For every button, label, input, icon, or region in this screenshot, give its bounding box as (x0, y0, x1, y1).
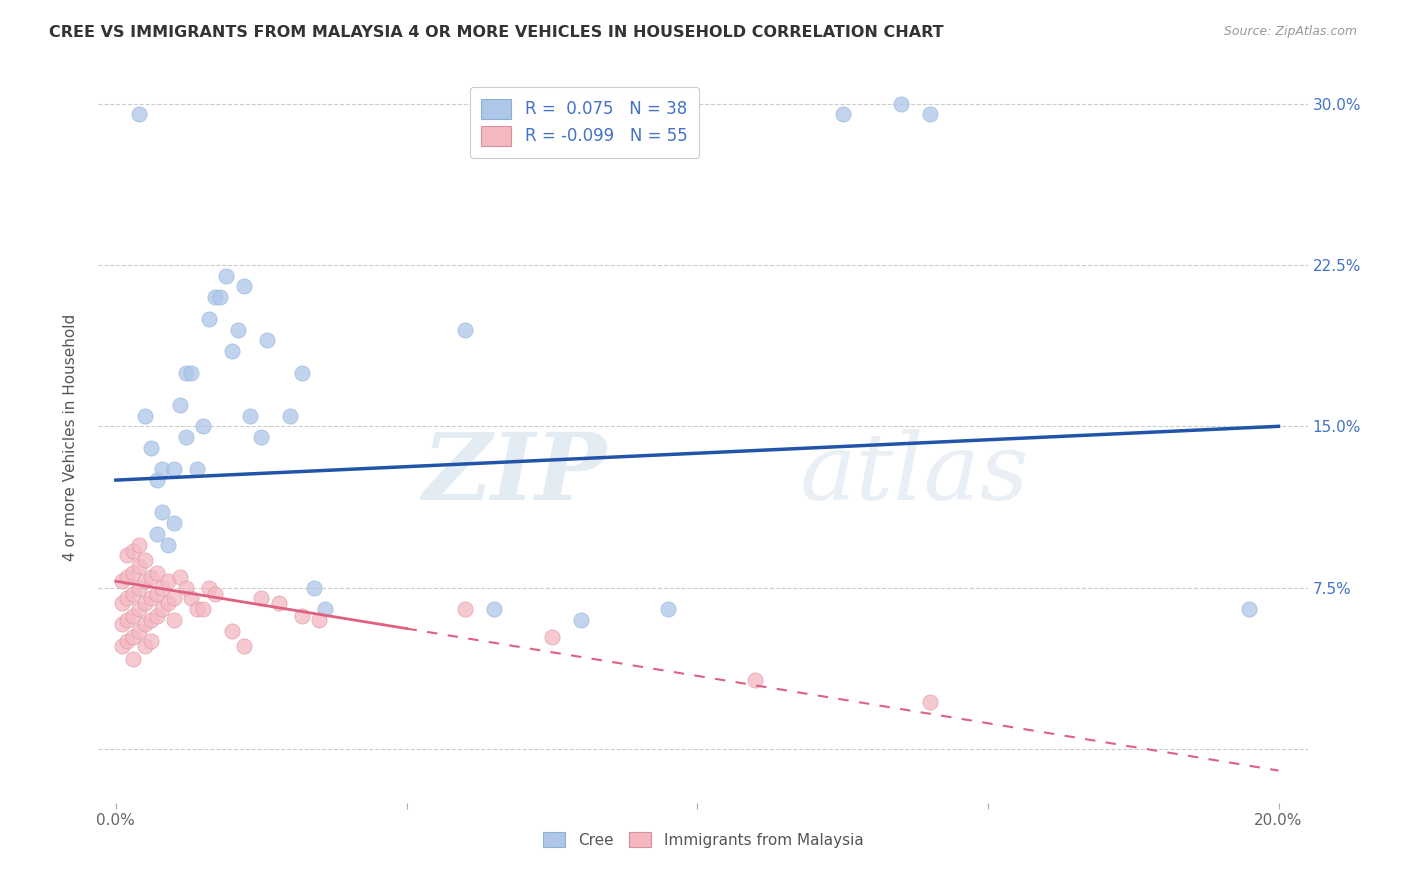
Point (117, 549, 139, 563)
Point (453, 322, 475, 336)
Point (453, 602, 475, 616)
Point (122, 608, 145, 623)
Point (128, 559, 150, 574)
Point (226, 322, 249, 336)
Point (215, 268, 238, 283)
Point (134, 617, 156, 632)
Point (204, 587, 226, 601)
Text: Source: ZipAtlas.com: Source: ZipAtlas.com (1223, 25, 1357, 38)
Point (139, 613, 162, 627)
Point (150, 462, 173, 476)
Point (191, 419, 214, 434)
Point (128, 538, 150, 552)
Point (117, 634, 139, 648)
Point (122, 630, 145, 644)
Point (278, 409, 301, 423)
Text: ZIP: ZIP (422, 429, 606, 518)
Point (204, 290, 226, 304)
Point (191, 602, 214, 616)
Point (122, 651, 145, 665)
Point (134, 639, 156, 653)
Point (169, 398, 191, 412)
Point (308, 613, 330, 627)
Point (1239, 602, 1261, 616)
Point (831, 107, 853, 121)
Point (163, 462, 186, 476)
Point (198, 581, 221, 595)
Point (256, 333, 278, 347)
Point (111, 617, 134, 632)
Point (569, 613, 592, 627)
Point (122, 544, 145, 558)
Point (174, 430, 197, 444)
Point (232, 639, 254, 653)
Point (117, 591, 139, 606)
Point (139, 634, 162, 648)
Point (150, 505, 173, 519)
Y-axis label: 4 or more Vehicles in Household: 4 or more Vehicles in Household (63, 313, 77, 561)
Point (291, 608, 314, 623)
Point (186, 602, 208, 616)
Point (111, 574, 134, 589)
Point (150, 602, 173, 616)
Point (145, 608, 167, 623)
Point (239, 409, 262, 423)
Point (250, 430, 273, 444)
Point (150, 581, 173, 595)
Point (180, 366, 202, 380)
Point (163, 613, 186, 627)
Point (111, 596, 134, 610)
Point (890, 96, 912, 111)
Point (111, 639, 134, 653)
Point (657, 602, 679, 616)
Point (157, 538, 180, 552)
Point (145, 527, 167, 541)
Point (180, 591, 202, 606)
Point (174, 366, 197, 380)
Point (174, 581, 197, 595)
Point (122, 587, 145, 601)
Point (134, 596, 156, 610)
Point (145, 566, 167, 580)
Point (314, 602, 336, 616)
Point (134, 574, 156, 589)
Point (134, 409, 156, 423)
Point (145, 473, 167, 487)
Point (145, 587, 167, 601)
Point (918, 695, 941, 709)
Point (169, 570, 191, 584)
Point (139, 570, 162, 584)
Point (540, 630, 562, 644)
Legend: Cree, Immigrants from Malaysia: Cree, Immigrants from Malaysia (537, 825, 869, 854)
Point (918, 107, 941, 121)
Point (250, 591, 273, 606)
Point (122, 566, 145, 580)
Point (209, 290, 232, 304)
Point (221, 624, 243, 638)
Point (221, 344, 243, 359)
Point (302, 581, 325, 595)
Point (139, 441, 162, 455)
Point (117, 570, 139, 584)
Point (139, 591, 162, 606)
Text: atlas: atlas (800, 429, 1029, 518)
Point (163, 516, 186, 530)
Point (267, 596, 290, 610)
Point (128, 624, 150, 638)
Point (482, 602, 505, 616)
Text: CREE VS IMMIGRANTS FROM MALAYSIA 4 OR MORE VEHICLES IN HOUSEHOLD CORRELATION CHA: CREE VS IMMIGRANTS FROM MALAYSIA 4 OR MO… (49, 25, 943, 40)
Point (232, 279, 254, 293)
Point (117, 613, 139, 627)
Point (163, 591, 186, 606)
Point (157, 574, 180, 589)
Point (198, 311, 221, 326)
Point (128, 581, 150, 595)
Point (128, 107, 150, 121)
Point (291, 366, 314, 380)
Point (128, 602, 150, 616)
Point (157, 596, 180, 610)
Point (134, 552, 156, 566)
Point (186, 462, 208, 476)
Point (744, 673, 766, 688)
